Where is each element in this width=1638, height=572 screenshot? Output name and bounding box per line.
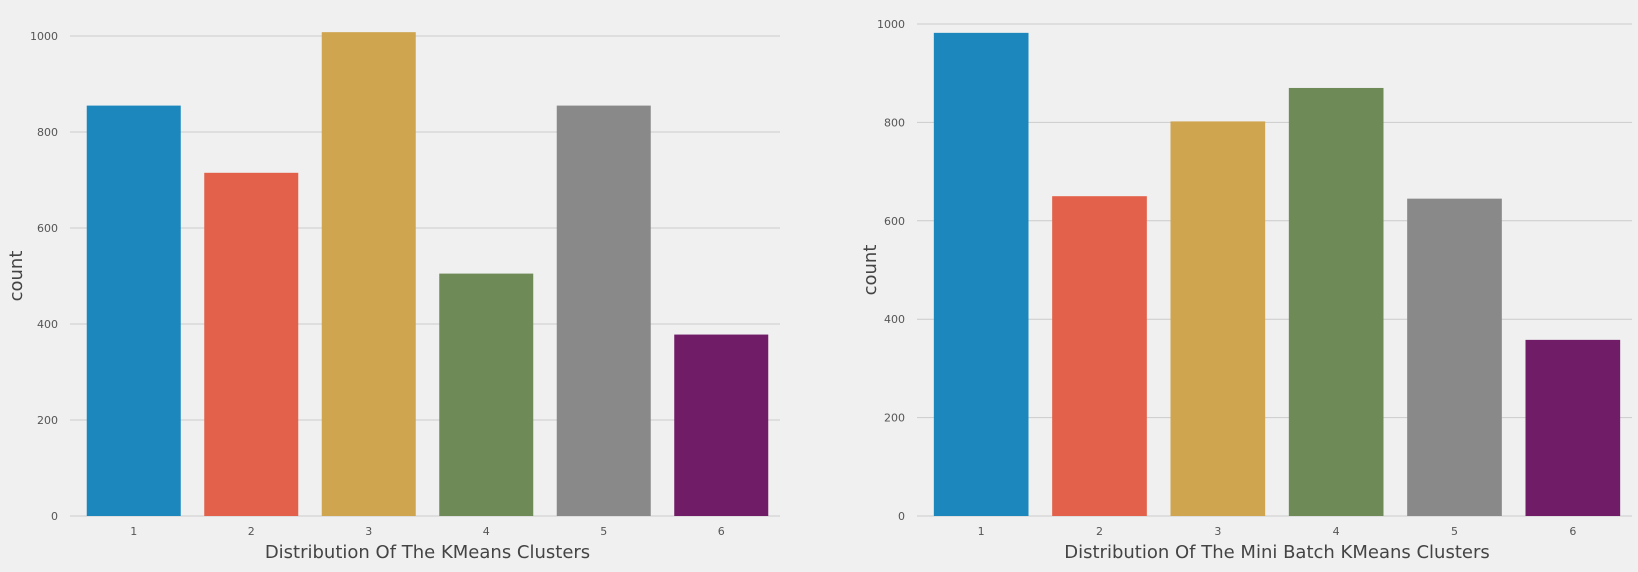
bar xyxy=(439,273,534,516)
x-tick-label: 6 xyxy=(1569,525,1576,538)
x-tick-label: 5 xyxy=(1451,525,1458,538)
y-tick-label: 0 xyxy=(51,510,58,523)
mini-batch-kmeans-cluster-chart: 0 200 400 600 800 1000 1 2 3 4 5 6 Distribution Of T… xyxy=(860,18,1632,563)
x-axis-label: Distribution Of The KMeans Clusters xyxy=(265,542,590,563)
kmeans-cluster-chart: 0 200 400 600 800 1000 1 2 3 4 5 6 Distribution Of T… xyxy=(6,30,780,563)
bar xyxy=(556,105,651,516)
x-tick-label: 2 xyxy=(248,525,255,538)
y-axis-label: count xyxy=(860,245,881,296)
bar xyxy=(1170,121,1266,516)
y-tick-label: 200 xyxy=(884,412,905,425)
y-axis-label: count xyxy=(6,251,27,302)
x-tick-label: 4 xyxy=(1333,525,1340,538)
x-axis-label: Distribution Of The Mini Batch KMeans Cl… xyxy=(1064,542,1490,563)
y-tick-label: 800 xyxy=(884,116,905,129)
x-tick-label: 4 xyxy=(483,525,490,538)
y-tick-label: 400 xyxy=(884,313,905,326)
bar xyxy=(674,334,769,516)
y-tick-label: 0 xyxy=(898,510,905,523)
bar xyxy=(86,105,181,516)
bar xyxy=(1407,198,1502,516)
bar xyxy=(1052,196,1147,516)
bar xyxy=(933,32,1029,517)
bar xyxy=(1525,339,1621,516)
x-tick-label: 1 xyxy=(130,525,137,538)
y-tick-label: 200 xyxy=(37,414,58,427)
x-tick-label: 6 xyxy=(718,525,725,538)
x-tick-label: 2 xyxy=(1096,525,1103,538)
x-tick-label: 3 xyxy=(1214,525,1221,538)
y-tick-label: 1000 xyxy=(877,18,905,31)
bar xyxy=(1288,87,1384,517)
bar xyxy=(204,172,299,517)
bar xyxy=(321,32,416,516)
y-tick-label: 1000 xyxy=(30,30,58,43)
y-tick-label: 400 xyxy=(37,318,58,331)
x-tick-label: 3 xyxy=(365,525,372,538)
y-tick-label: 600 xyxy=(884,215,905,228)
x-tick-label: 1 xyxy=(978,525,985,538)
y-tick-label: 600 xyxy=(37,222,58,235)
y-tick-label: 800 xyxy=(37,126,58,139)
x-tick-label: 5 xyxy=(600,525,607,538)
